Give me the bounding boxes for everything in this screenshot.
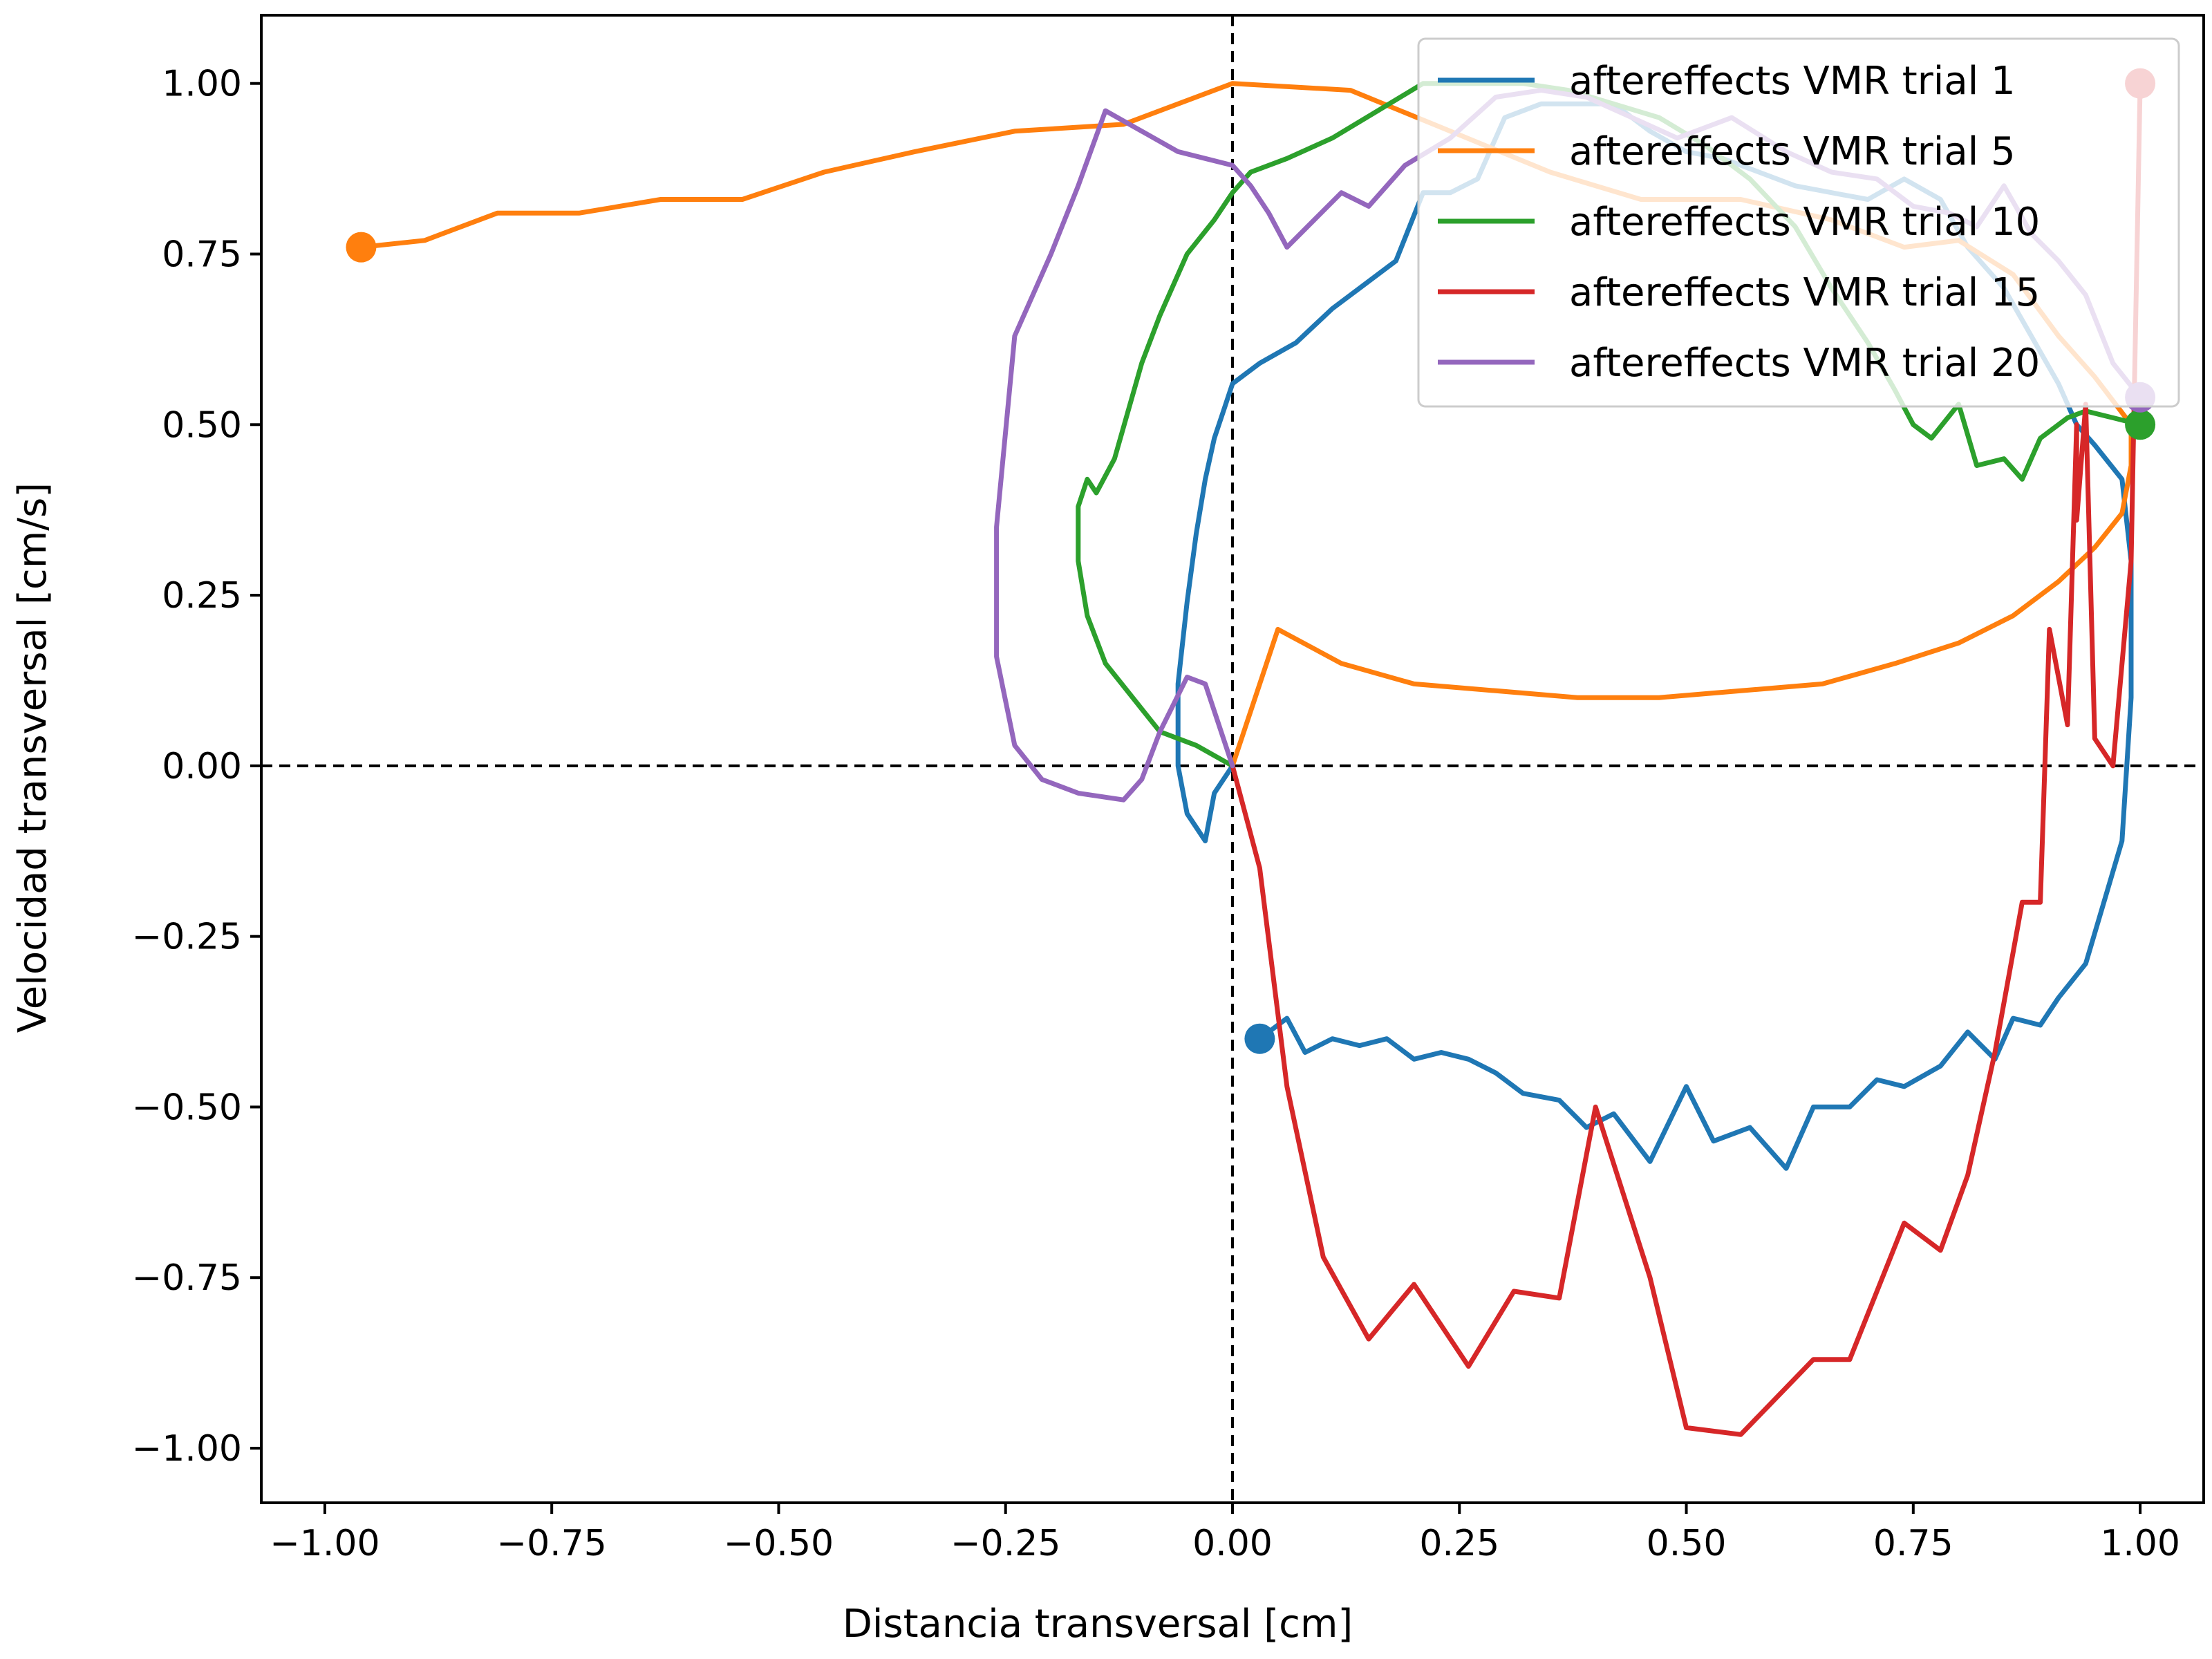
legend-label: aftereffects VMR trial 20 — [1569, 341, 2040, 386]
y-tick-label: 0.00 — [162, 746, 242, 787]
y-axis-ticks: 1.00 0.75 0.50 0.25 0.00 −0.25 −0.50 −0.75 −1.00 — [132, 64, 261, 1470]
start-marker-trial-2 — [346, 232, 377, 263]
x-tick-label: 0.25 — [1419, 1523, 1499, 1564]
x-tick-label: −1.00 — [270, 1523, 379, 1564]
legend-label: aftereffects VMR trial 15 — [1569, 270, 2040, 315]
y-tick-label: −0.25 — [132, 917, 242, 958]
x-axis-ticks: −1.00 −0.75 −0.50 −0.25 0.00 0.25 0.50 0.75 1.00 — [270, 1503, 2180, 1564]
series-line-trial-4 — [1230, 81, 2143, 1437]
x-tick-label: 0.75 — [1873, 1523, 1953, 1564]
x-tick-label: −0.25 — [950, 1523, 1060, 1564]
legend-label: aftereffects VMR trial 1 — [1569, 59, 2016, 104]
y-tick-label: 0.50 — [162, 404, 242, 446]
y-tick-label: 0.25 — [162, 575, 242, 617]
y-tick-label: 0.75 — [162, 234, 242, 276]
y-axis-label: Velocidad transversal [cm/s] — [10, 482, 55, 1033]
y-tick-label: 1.00 — [162, 64, 242, 105]
legend-box — [1417, 37, 2180, 408]
legend-label: aftereffects VMR trial 10 — [1569, 200, 2040, 245]
x-tick-label: −0.50 — [724, 1523, 834, 1564]
y-tick-label: −0.75 — [132, 1257, 242, 1299]
x-axis-label: Distancia transversal [cm] — [843, 1602, 1353, 1647]
legend: aftereffects VMR trial 1 aftereffects VMR… — [1417, 37, 2180, 408]
x-tick-label: 0.00 — [1192, 1523, 1273, 1564]
start-marker-trial-1 — [1244, 1023, 1275, 1054]
legend-label: aftereffects VMR trial 5 — [1569, 129, 2016, 174]
x-tick-label: 0.50 — [1647, 1523, 1727, 1564]
x-tick-label: −0.75 — [497, 1523, 607, 1564]
y-tick-label: −1.00 — [132, 1428, 242, 1470]
x-tick-label: 1.00 — [2100, 1523, 2180, 1564]
start-marker-trial-3 — [2125, 409, 2156, 440]
y-tick-label: −0.50 — [132, 1087, 242, 1128]
